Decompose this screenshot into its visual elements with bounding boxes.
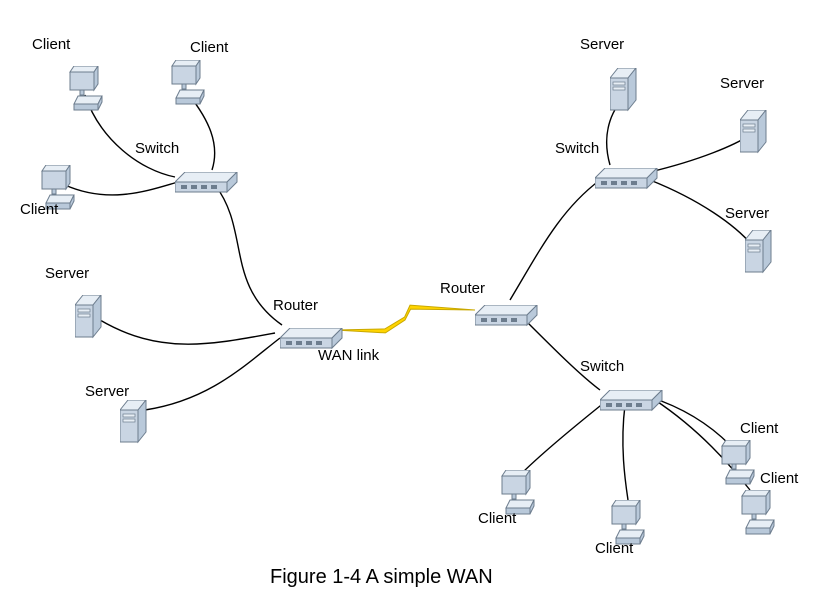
router-label: Router <box>440 280 485 297</box>
wan-link-bolt-icon <box>335 305 475 333</box>
cable <box>100 320 275 344</box>
cable <box>145 338 280 410</box>
cable <box>623 405 628 500</box>
client-label: Client <box>32 36 70 53</box>
server-icon <box>745 230 773 274</box>
cable <box>510 180 600 300</box>
switch-icon <box>595 168 659 190</box>
router-label: Router <box>273 297 318 314</box>
switch-label: Switch <box>580 358 624 375</box>
server-icon <box>610 68 638 112</box>
client-label: Client <box>740 420 778 437</box>
cable <box>650 135 750 172</box>
switch-label: Switch <box>135 140 179 157</box>
switch-icon <box>600 390 664 412</box>
server-icon <box>75 295 103 339</box>
cable <box>520 402 605 475</box>
diagram-stage: Client Client Client Switch Server Server Rout… <box>0 0 840 597</box>
switch-icon <box>175 172 239 194</box>
client-icon <box>720 440 756 486</box>
switch-label: Switch <box>555 140 599 157</box>
server-label: Server <box>580 36 624 53</box>
wiring-layer <box>0 0 840 597</box>
server-label: Server <box>45 265 89 282</box>
figure-caption: Figure 1-4 A simple WAN <box>270 566 493 589</box>
wan-link-label: WAN link <box>318 347 379 364</box>
server-label: Server <box>85 383 129 400</box>
cable <box>65 182 178 195</box>
client-label: Client <box>595 540 633 557</box>
router-icon <box>475 305 539 327</box>
client-label: Client <box>190 39 228 56</box>
server-label: Server <box>720 75 764 92</box>
server-icon <box>740 110 768 154</box>
cable <box>215 185 282 325</box>
client-label: Client <box>760 470 798 487</box>
client-icon <box>68 66 104 112</box>
client-label: Client <box>20 201 58 218</box>
client-label: Client <box>478 510 516 527</box>
client-icon <box>740 490 776 536</box>
server-label: Server <box>725 205 769 222</box>
client-icon <box>170 60 206 106</box>
server-icon <box>120 400 148 444</box>
